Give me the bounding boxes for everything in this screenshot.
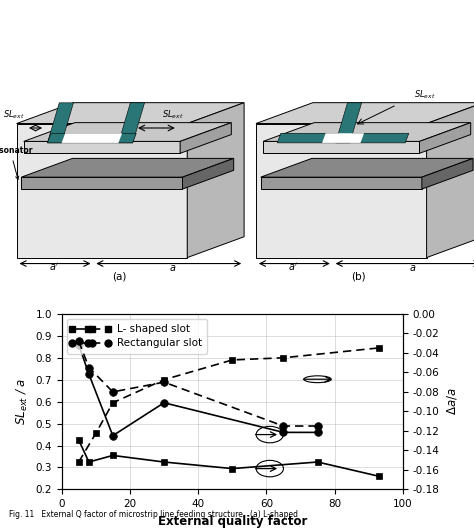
- Polygon shape: [261, 177, 422, 189]
- Polygon shape: [263, 123, 471, 142]
- Polygon shape: [277, 133, 409, 143]
- X-axis label: External quality factor: External quality factor: [157, 515, 307, 528]
- Polygon shape: [256, 123, 427, 257]
- Polygon shape: [24, 142, 180, 153]
- Polygon shape: [336, 103, 362, 143]
- Text: Fig. 11   External Q factor of microstrip line feeding structure.  (a) L-shaped: Fig. 11 External Q factor of microstrip …: [9, 510, 299, 519]
- Polygon shape: [263, 142, 419, 153]
- Polygon shape: [24, 123, 231, 142]
- Polygon shape: [62, 133, 122, 143]
- Polygon shape: [17, 103, 244, 123]
- Polygon shape: [422, 159, 473, 189]
- Polygon shape: [261, 159, 473, 177]
- Text: $a$: $a$: [409, 263, 416, 273]
- Text: $a'$: $a'$: [49, 261, 59, 273]
- Polygon shape: [180, 123, 231, 153]
- Polygon shape: [419, 123, 471, 153]
- Polygon shape: [182, 159, 234, 189]
- Text: (a): (a): [112, 272, 126, 282]
- Polygon shape: [47, 103, 73, 143]
- Legend: L- shaped slot, Rectangular slot: L- shaped slot, Rectangular slot: [67, 319, 207, 354]
- Text: (b): (b): [351, 272, 365, 282]
- Polygon shape: [322, 133, 364, 143]
- Y-axis label: $SL_{ext}$ / $a$: $SL_{ext}$ / $a$: [15, 378, 30, 426]
- Text: $SL_{ext}$: $SL_{ext}$: [162, 109, 184, 121]
- Polygon shape: [187, 103, 244, 257]
- Polygon shape: [118, 103, 145, 143]
- Text: $a$: $a$: [169, 263, 177, 273]
- Text: $SL_{ext}$: $SL_{ext}$: [414, 88, 436, 101]
- Polygon shape: [256, 103, 474, 123]
- Text: $a'$: $a'$: [288, 261, 299, 273]
- Polygon shape: [17, 123, 187, 257]
- Polygon shape: [427, 103, 474, 257]
- Polygon shape: [21, 177, 182, 189]
- Y-axis label: $\Delta a/a$: $\Delta a/a$: [445, 388, 459, 415]
- Text: Resonator: Resonator: [0, 146, 33, 179]
- Text: $SL_{ext}$: $SL_{ext}$: [3, 109, 25, 121]
- Polygon shape: [47, 133, 137, 143]
- Polygon shape: [21, 159, 234, 177]
